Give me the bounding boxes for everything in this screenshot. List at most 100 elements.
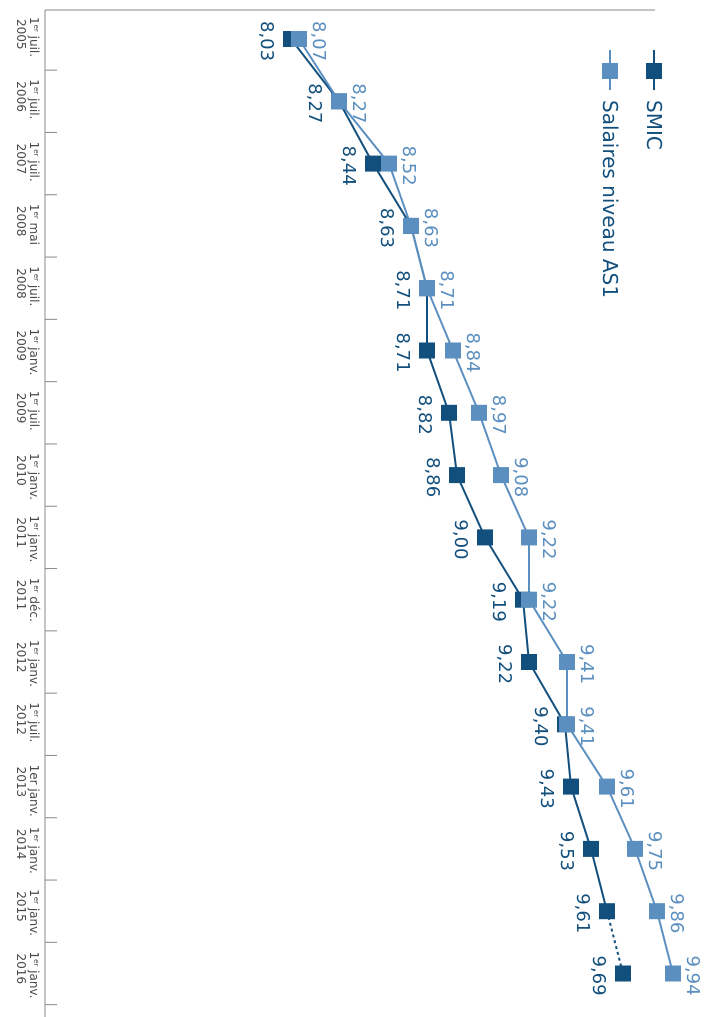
series-lines	[290, 38, 674, 974]
data-point-marker	[419, 280, 435, 297]
data-point-marker	[441, 404, 457, 421]
data-point-marker	[559, 716, 575, 733]
category-label: 1er juil.2012	[14, 702, 41, 742]
data-value-label: 8,27	[304, 83, 325, 123]
category-label: 1er janv.2016	[14, 952, 41, 999]
legend-item-smic: SMIC	[642, 50, 666, 150]
data-value-label: 8,71	[392, 270, 413, 310]
data-value-label: 8,07	[308, 21, 329, 61]
category-label: 1er janv.2011	[14, 515, 41, 562]
category-label: 1er juil.2008	[14, 266, 41, 306]
data-point-marker	[445, 342, 461, 359]
category-label: 1er juil.2007	[14, 142, 41, 182]
series-segment	[290, 38, 340, 102]
series-segment	[606, 786, 636, 850]
data-value-label: 9,43	[536, 769, 557, 809]
data-point-marker	[559, 654, 575, 670]
series-segment	[500, 474, 530, 538]
data-value-label: 9,19	[488, 582, 509, 622]
data-point-marker	[521, 654, 537, 670]
legend-label-as1: Salaires niveau AS1	[598, 100, 622, 298]
data-value-label: 9,00	[450, 519, 471, 559]
data-value-label: 9,22	[538, 519, 559, 559]
series-segment	[528, 661, 566, 725]
legend-marker-as1	[602, 63, 618, 79]
category-label: 1er juil.2006	[14, 79, 41, 119]
data-point-marker	[419, 342, 435, 359]
category-labels: 1er juil.2005 1er juil.2006 1er juil.2007 1…	[14, 17, 41, 998]
series-segment	[484, 536, 524, 601]
series-markers	[283, 31, 681, 982]
category-label: 1er janv.2009	[14, 329, 41, 376]
data-value-label: 8,63	[420, 208, 441, 248]
data-point-marker	[599, 778, 615, 795]
data-point-marker	[493, 467, 509, 484]
data-value-label: 8,71	[392, 333, 413, 373]
data-value-label: 9,61	[572, 893, 593, 933]
data-point-marker	[471, 404, 487, 421]
category-label: 1er juil.2005	[14, 17, 41, 57]
series-segment	[566, 723, 608, 788]
data-value-label: 8,82	[414, 395, 435, 435]
series-segment	[426, 287, 454, 351]
data-value-label: 9,22	[538, 582, 559, 622]
category-label: 1er janv.2013	[14, 765, 41, 817]
data-value-label: 8,71	[436, 270, 457, 310]
series-segment	[570, 786, 592, 850]
data-value-label: 9,75	[644, 831, 665, 871]
category-label: 1er mai2008	[14, 204, 41, 245]
series-segment	[388, 163, 412, 227]
category-label: 1er juil.2009	[14, 391, 41, 431]
series-segment	[564, 724, 572, 787]
data-point-marker	[381, 155, 397, 172]
data-point-marker	[291, 31, 307, 47]
series-segment	[656, 910, 674, 974]
category-label: 1er janv.2014	[14, 827, 41, 874]
series-segment	[590, 848, 608, 912]
data-value-label: 9,94	[682, 956, 703, 996]
data-value-label: 8,44	[338, 146, 359, 186]
data-value-label: 8,27	[348, 83, 369, 123]
data-value-label: 8,63	[376, 208, 397, 248]
series-segment	[372, 163, 412, 227]
data-value-label: 9,08	[510, 457, 531, 497]
series-segment	[452, 350, 480, 414]
series-segment	[456, 474, 486, 538]
data-point-marker	[521, 529, 537, 546]
series-segment	[522, 599, 530, 663]
data-value-label: 8,97	[488, 395, 509, 435]
series-segment	[338, 100, 390, 165]
legend-label-smic: SMIC	[642, 100, 666, 150]
data-point-marker	[627, 840, 643, 857]
data-point-marker	[649, 903, 665, 920]
data-value-label: 8,52	[398, 146, 419, 186]
data-value-label: 9,53	[556, 831, 577, 871]
data-value-label: 8,86	[422, 457, 443, 497]
data-value-label: 9,40	[530, 706, 551, 746]
data-point-marker	[365, 155, 381, 172]
series-segment	[448, 412, 458, 476]
data-point-marker	[331, 93, 347, 110]
data-value-label: 8,03	[256, 21, 277, 61]
data-point-marker	[477, 529, 493, 546]
data-point-marker	[403, 217, 419, 234]
category-label: 1er janv.2012	[14, 640, 41, 687]
data-value-label: 9,41	[576, 644, 597, 684]
data-value-label: 9,61	[616, 769, 637, 809]
category-ticks	[45, 69, 57, 1006]
series-segment	[634, 848, 658, 912]
series-segment	[528, 599, 568, 663]
category-label: 1er janv.2010	[14, 453, 41, 500]
data-point-marker	[563, 778, 579, 795]
series-segment	[410, 225, 428, 289]
data-point-marker	[583, 840, 599, 857]
legend: SMIC Salaires niveau AS1	[598, 50, 666, 298]
legend-item-as1: Salaires niveau AS1	[598, 50, 622, 298]
data-point-marker	[599, 903, 615, 920]
value-labels: 8,03 8,27 8,44 8,63 8,71 8,71 8,82 8,86 9,00 9,19…	[256, 21, 703, 996]
data-value-label: 8,84	[462, 333, 483, 373]
data-point-marker	[521, 591, 537, 608]
series-segment	[426, 350, 450, 414]
data-point-marker	[449, 467, 465, 484]
